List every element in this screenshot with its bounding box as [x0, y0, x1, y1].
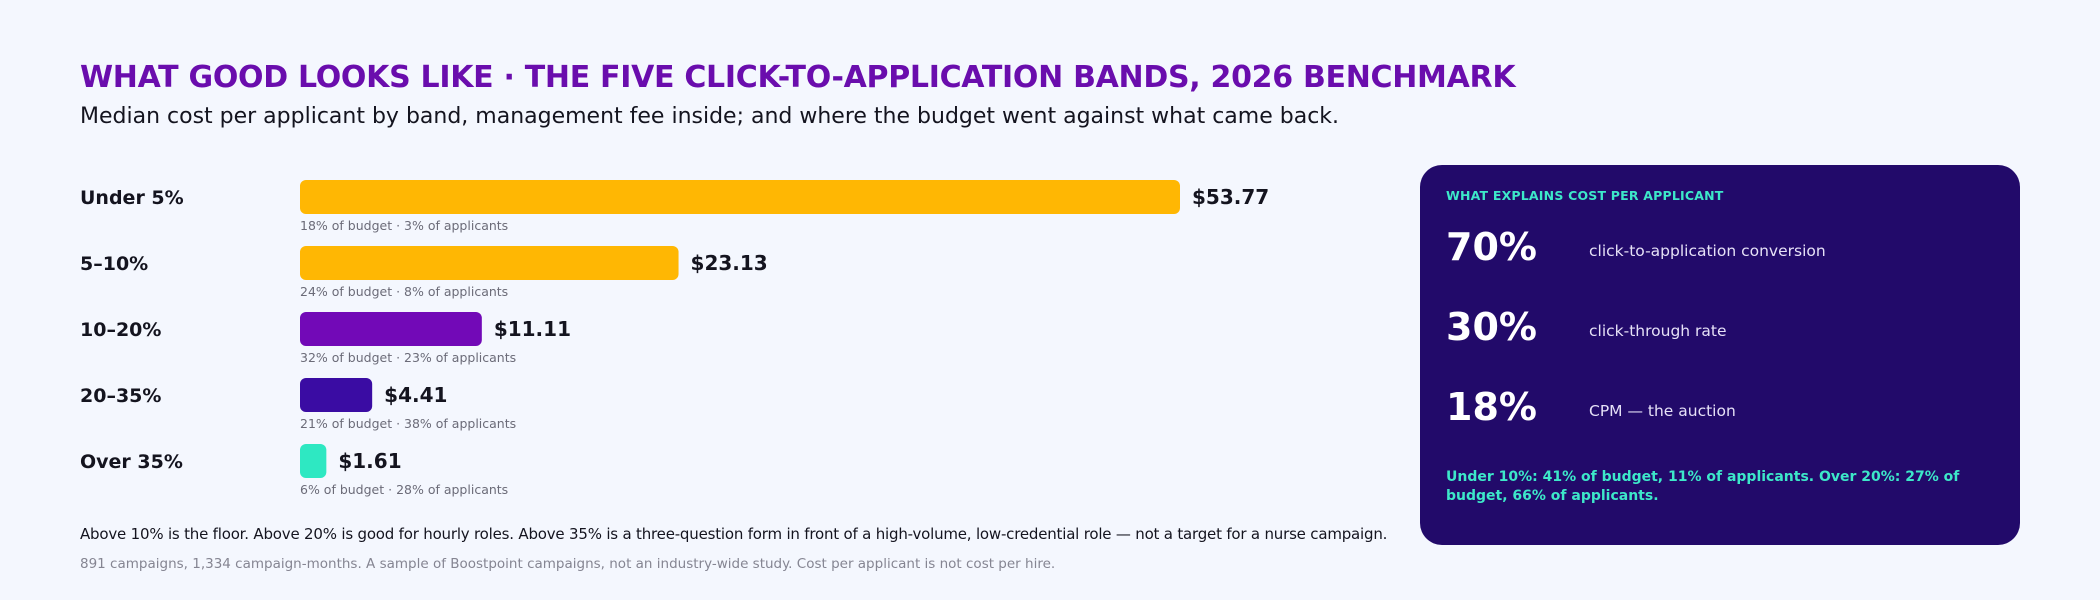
band-label: 5–10%: [80, 253, 148, 275]
value-label: $53.77: [1192, 185, 1269, 209]
value-label: $23.13: [691, 251, 768, 275]
band-label: Over 35%: [80, 451, 183, 473]
stat-value: 30%: [1446, 305, 1537, 349]
chart-subtitle: Median cost per applicant by band, manag…: [80, 104, 1340, 129]
bar: [300, 444, 327, 478]
value-label: $4.41: [384, 383, 447, 407]
stat-value: 18%: [1446, 385, 1537, 429]
footnote: Above 10% is the floor. Above 20% is goo…: [80, 525, 1388, 543]
band-label: Under 5%: [80, 187, 184, 209]
value-label: $1.61: [338, 449, 401, 473]
band-share-note: 21% of budget · 38% of applicants: [300, 416, 516, 431]
panel-heading: WHAT EXPLAINS COST PER APPLICANT: [1446, 188, 1724, 203]
band-share-note: 24% of budget · 8% of applicants: [300, 284, 508, 299]
stat-label: click-through rate: [1589, 322, 1727, 340]
stat-cpm: 18% CPM — the auction: [1446, 385, 2006, 445]
band-share-note: 18% of budget · 3% of applicants: [300, 218, 508, 233]
bar: [300, 312, 482, 346]
source-note: 891 campaigns, 1,334 campaign-months. A …: [80, 556, 1056, 572]
band-share-note: 6% of budget · 28% of applicants: [300, 482, 508, 497]
explainer-panel: WHAT EXPLAINS COST PER APPLICANT 70% cli…: [1420, 165, 2020, 545]
band-share-note: 32% of budget · 23% of applicants: [300, 350, 516, 365]
band-label: 10–20%: [80, 319, 161, 341]
stat-label: CPM — the auction: [1589, 402, 1736, 420]
bar: [300, 246, 679, 280]
value-label: $11.11: [494, 317, 571, 341]
panel-note: Under 10%: 41% of budget, 11% of applica…: [1446, 469, 1960, 504]
stat-conversion: 70% click-to-application conversion: [1446, 225, 2006, 285]
stat-click-through: 30% click-through rate: [1446, 305, 2006, 365]
bar: [300, 378, 373, 412]
bar: [300, 180, 1180, 214]
stat-value: 70%: [1446, 225, 1537, 269]
bar-chart: Under 5% $53.77 18% of budget · 3% of appl…: [80, 180, 1269, 497]
stat-label: click-to-application conversion: [1589, 242, 1826, 260]
chart-title: WHAT GOOD LOOKS LIKE · THE FIVE CLICK-TO…: [80, 60, 1516, 95]
band-label: 20–35%: [80, 385, 161, 407]
